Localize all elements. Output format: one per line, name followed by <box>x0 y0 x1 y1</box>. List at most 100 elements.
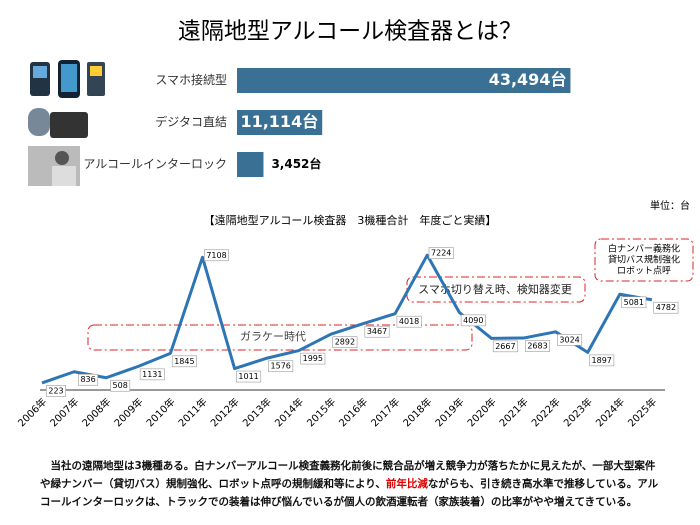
unit-label: 単位：台 <box>650 199 690 212</box>
data-label: 7224 <box>428 247 454 259</box>
data-label-box <box>653 301 679 314</box>
data-label-box <box>589 354 615 367</box>
line <box>41 253 653 385</box>
x-tick-label: 2018年 <box>400 395 434 429</box>
data-label: 4090 <box>460 314 486 327</box>
bar <box>237 68 571 93</box>
data-label: 4018 <box>396 315 422 328</box>
data-label-text: 7224 <box>431 249 451 258</box>
annotation: ロボット点呼 <box>617 266 671 277</box>
data-label: 1131 <box>139 368 165 381</box>
x-tick-label: 2013年 <box>240 395 274 429</box>
data-label: 508 <box>110 379 131 392</box>
data-label-box <box>171 355 197 368</box>
bar <box>237 152 264 177</box>
data-label: 3467 <box>364 325 390 338</box>
data-label: 2892 <box>332 336 358 349</box>
data-label-text: 5081 <box>624 298 644 307</box>
x-tick-label: 2008年 <box>79 395 113 429</box>
category-label: デジタコ直結 <box>155 114 227 129</box>
data-label-box <box>557 334 583 346</box>
data-label-text: 1576 <box>271 362 291 371</box>
data-label-box <box>332 336 358 349</box>
data-label: 1576 <box>268 360 294 373</box>
x-tick-label: 2022年 <box>529 395 563 429</box>
annotation-box <box>594 238 694 282</box>
data-label: 836 <box>78 373 99 386</box>
data-label-box <box>621 296 647 309</box>
chart-title: 【遠隔地型アルコール検査器 3機種合計 年度ごと実績】 <box>204 213 497 227</box>
category-label: アルコールインターロック <box>83 157 227 171</box>
x-tick-label: 2007年 <box>47 395 81 429</box>
annotation: スマホ切り替え時、検知器変更 <box>418 282 572 296</box>
x-tick-label: 2017年 <box>368 395 402 429</box>
data-label: 223 <box>46 385 66 397</box>
data-label-text: 7108 <box>206 251 226 260</box>
x-tick-label: 2014年 <box>272 395 306 429</box>
data-label: 2667 <box>492 340 518 353</box>
annotation: ガラケー時代 <box>240 330 306 343</box>
annotation: 貸切バス規制強化 <box>608 254 680 266</box>
data-label-text: 1995 <box>303 354 323 363</box>
data-label-text: 4018 <box>399 317 419 326</box>
data-label-text: 508 <box>113 381 128 390</box>
data-label-text: 836 <box>80 375 95 384</box>
x-tick-label: 2015年 <box>304 395 338 429</box>
value-label: 3,452台 <box>271 156 321 171</box>
text: 当社の遠隔地型は3機種ある。白ナンバーアルコール検査義務化前後に競合品が増え競争… <box>40 460 656 490</box>
data-label-box <box>236 370 262 383</box>
data-label-text: 3024 <box>559 335 579 344</box>
data-label-box <box>300 352 326 365</box>
annotation: 白ナンバー義務化 <box>608 243 680 255</box>
data-label-text: 4090 <box>463 316 483 325</box>
text: ながらも、引き続き高水準で推移している。アルコールインターロックは、トラックでの… <box>40 478 659 508</box>
data-label: 4782 <box>653 301 679 314</box>
data-label: 1995 <box>300 352 326 365</box>
data-label-text: 4782 <box>656 303 676 312</box>
data-label-box <box>268 360 294 373</box>
x-tick-label: 2012年 <box>208 395 242 429</box>
x-tick-label: 2020年 <box>464 395 498 429</box>
x-tick-label: 2010年 <box>143 395 177 429</box>
data-label-box <box>460 314 486 327</box>
x-tick-label: 2009年 <box>111 395 145 429</box>
bar <box>237 110 323 135</box>
data-label-text: 1897 <box>592 356 612 365</box>
x-tick-label: 2016年 <box>336 395 370 429</box>
data-label-text: 3467 <box>367 327 387 336</box>
value-label: 11,114台 <box>240 112 318 131</box>
data-label-text: 223 <box>48 386 63 395</box>
data-label: 3024 <box>557 334 583 346</box>
category-label: スマホ接続型 <box>155 72 227 87</box>
x-tick-label: 2006年 <box>15 395 49 429</box>
data-label-text: 2667 <box>495 342 515 351</box>
x-tick-label: 2019年 <box>432 395 466 429</box>
highlight: 前年比減 <box>385 478 428 490</box>
data-label-box <box>428 247 454 259</box>
data-label-text: 1131 <box>142 370 162 379</box>
x-tick-label: 2011年 <box>175 395 209 429</box>
data-label-text: 2892 <box>335 338 355 347</box>
data-label: 2683 <box>525 340 550 352</box>
data-label-box <box>78 373 99 386</box>
data-label: 1897 <box>589 354 615 367</box>
annotation-box <box>87 324 473 351</box>
data-label-box <box>492 340 518 353</box>
data-label: 1011 <box>236 370 262 383</box>
data-label-box <box>204 249 229 262</box>
footer-text: 当社の遠隔地型は3機種ある。白ナンバーアルコール検査義務化前後に競合品が増え競争… <box>40 457 665 511</box>
data-label-box <box>525 340 550 352</box>
data-label-box <box>110 379 131 392</box>
data-label-box <box>396 315 422 328</box>
data-label-box <box>139 368 165 381</box>
value-label: 43,494台 <box>489 70 567 89</box>
title: 遠隔地型アルコール検査器とは？ <box>178 19 522 45</box>
x-tick-label: 2023年 <box>561 395 595 429</box>
data-label-text: 2683 <box>527 342 547 351</box>
data-label: 7108 <box>204 249 229 262</box>
data-label-text: 1845 <box>174 357 194 366</box>
data-label-text: 1011 <box>238 372 258 381</box>
x-tick-label: 2024年 <box>593 395 627 429</box>
